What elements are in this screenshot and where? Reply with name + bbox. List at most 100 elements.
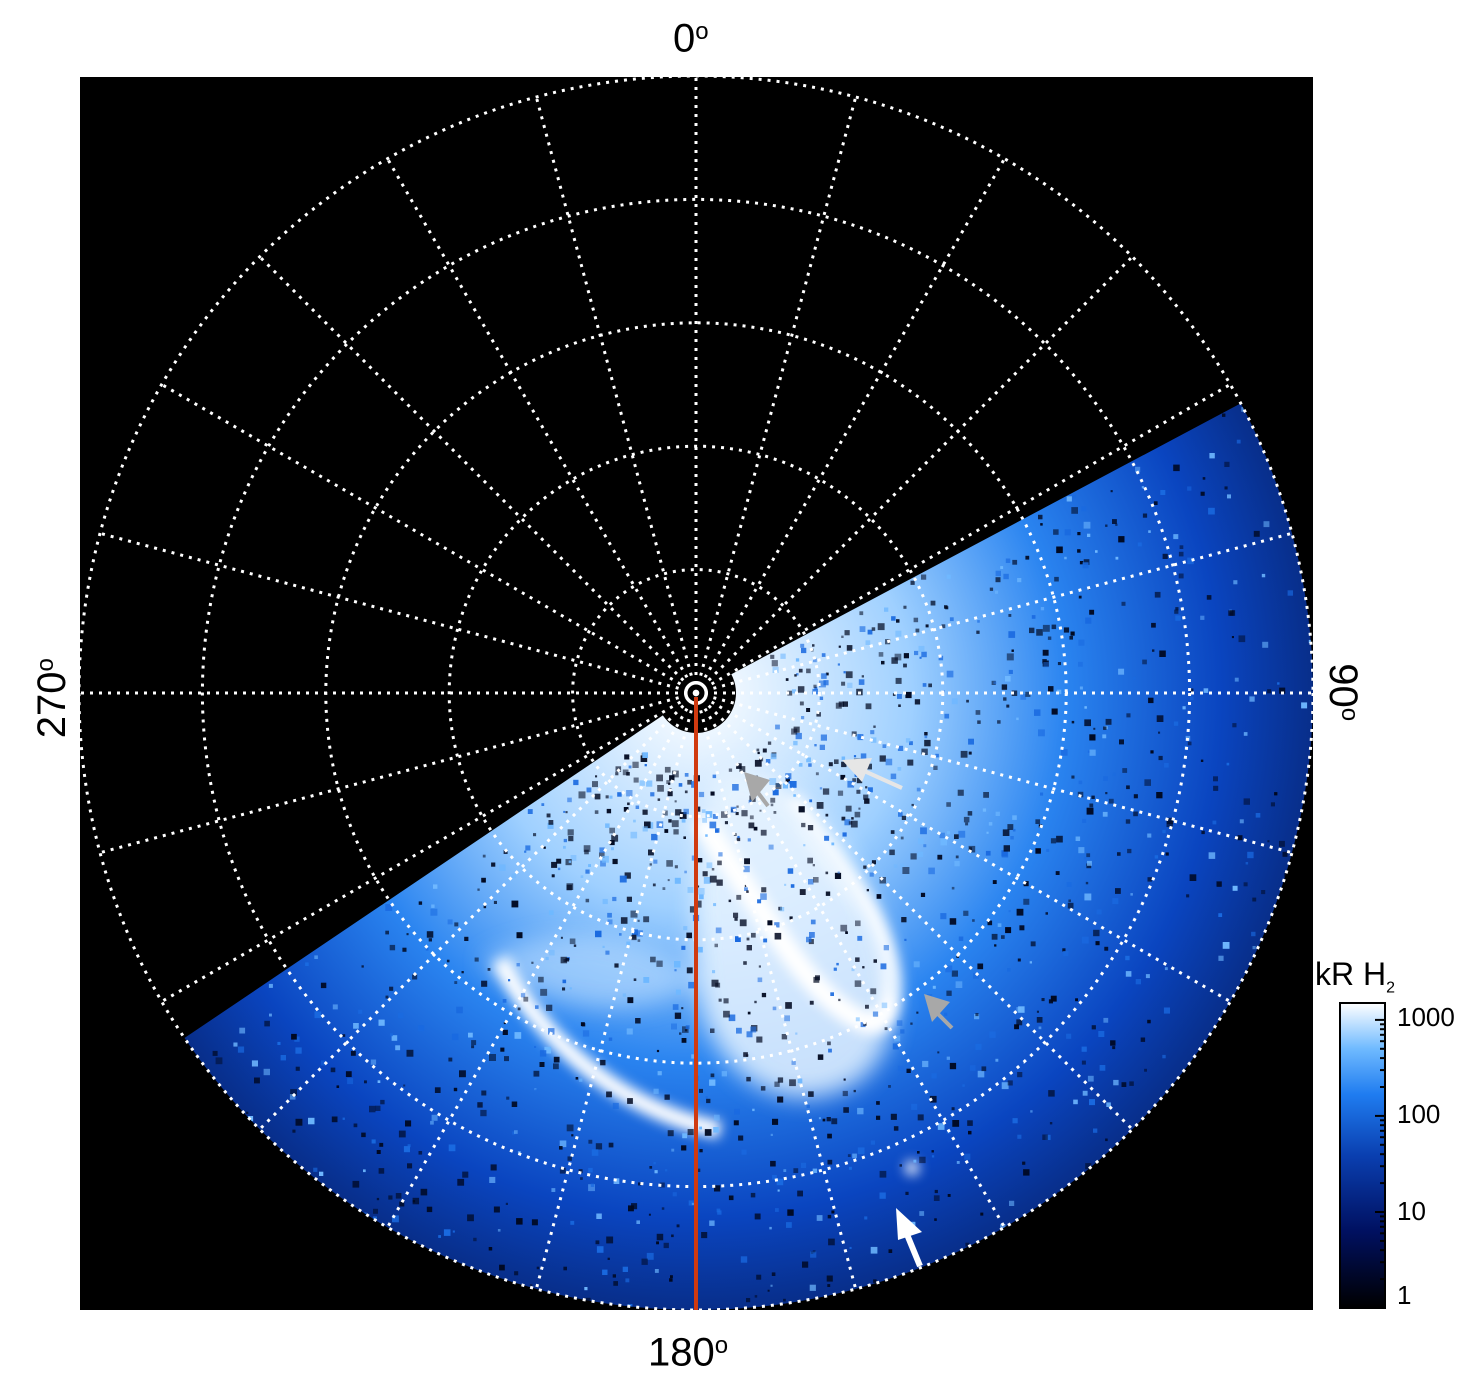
noise-speck: [791, 728, 798, 735]
noise-speck: [644, 821, 651, 829]
noise-speck: [1142, 659, 1147, 665]
noise-speck: [940, 913, 947, 920]
noise-speck: [464, 936, 469, 941]
noise-speck: [1084, 706, 1087, 709]
noise-speck: [1087, 860, 1092, 866]
noise-speck: [578, 1169, 583, 1174]
noise-speck: [881, 1002, 888, 1009]
noise-speck: [946, 670, 954, 678]
noise-speck: [757, 751, 760, 755]
noise-speck: [1081, 1046, 1087, 1052]
noise-speck: [910, 1022, 913, 1025]
axis-label-top: 0o: [673, 16, 709, 61]
noise-speck: [772, 1174, 777, 1180]
noise-speck: [986, 831, 989, 834]
noise-speck: [546, 1004, 553, 1011]
noise-speck: [527, 809, 533, 814]
noise-speck: [1102, 734, 1107, 739]
noise-speck: [917, 1151, 920, 1154]
colorbar-tick-label: 1: [1397, 1280, 1412, 1310]
noise-speck: [1118, 668, 1125, 675]
noise-speck: [1165, 852, 1169, 856]
noise-speck: [843, 1078, 846, 1081]
noise-speck: [1144, 1068, 1147, 1072]
noise-speck: [870, 1246, 878, 1254]
noise-speck: [452, 1230, 455, 1233]
grid-meridian: [386, 692, 698, 1229]
noise-speck: [1003, 845, 1010, 852]
noise-speck: [1125, 955, 1130, 961]
noise-speck: [1201, 830, 1205, 835]
noise-speck: [851, 968, 855, 972]
noise-speck: [670, 1275, 673, 1279]
noise-speck: [395, 1193, 402, 1199]
noise-speck: [855, 920, 861, 927]
noise-speck: [459, 1070, 466, 1078]
noise-speck: [1002, 829, 1010, 836]
noise-speck: [761, 887, 767, 893]
noise-speck: [1007, 968, 1011, 972]
noise-speck: [1133, 811, 1138, 817]
noise-speck: [679, 1032, 682, 1035]
noise-speck: [968, 751, 972, 755]
noise-speck: [864, 1216, 868, 1220]
noise-speck: [277, 1041, 281, 1045]
noise-speck: [1106, 1102, 1111, 1107]
noise-speck: [746, 1076, 751, 1082]
noise-speck: [852, 778, 856, 782]
noise-speck: [842, 832, 847, 837]
noise-speck: [718, 998, 722, 1002]
noise-speck: [1150, 750, 1154, 754]
noise-speck: [697, 885, 700, 888]
grid-meridian: [534, 96, 698, 694]
noise-speck: [715, 1322, 718, 1325]
noise-speck: [605, 823, 610, 828]
noise-speck: [987, 920, 993, 926]
noise-speck: [385, 995, 389, 999]
noise-speck: [900, 863, 904, 868]
noise-speck: [1077, 549, 1081, 553]
noise-speck: [939, 832, 945, 839]
noise-speck: [418, 1151, 423, 1155]
noise-speck: [1048, 999, 1053, 1004]
noise-speck: [607, 919, 613, 925]
noise-speck: [1115, 523, 1118, 526]
noise-speck: [697, 858, 703, 863]
grid-meridian: [694, 692, 1006, 1229]
noise-speck: [461, 971, 464, 974]
noise-speck: [1025, 691, 1031, 697]
noise-speck: [849, 1246, 852, 1249]
noise-speck: [790, 884, 795, 888]
noise-speck: [1236, 439, 1241, 444]
noise-speck: [808, 763, 812, 767]
noise-speck: [1159, 650, 1166, 657]
noise-speck: [643, 916, 650, 923]
noise-speck: [746, 1054, 749, 1057]
noise-speck: [924, 735, 928, 739]
noise-speck: [802, 1261, 809, 1268]
noise-speck: [1086, 807, 1094, 815]
noise-speck: [417, 1025, 424, 1032]
noise-speck: [633, 777, 639, 783]
grid-meridian: [694, 157, 1006, 694]
noise-speck: [667, 791, 673, 797]
noise-speck: [482, 854, 486, 858]
noise-speck: [1270, 802, 1275, 807]
noise-speck: [976, 630, 980, 634]
noise-speck: [1151, 622, 1156, 628]
noise-speck: [607, 1257, 610, 1260]
noise-speck: [800, 1162, 807, 1168]
noise-speck: [548, 820, 554, 825]
noise-speck: [757, 977, 763, 983]
noise-speck: [858, 807, 861, 810]
noise-speck: [563, 810, 566, 813]
axis-label-left: 270o: [30, 658, 75, 739]
noise-speck: [831, 842, 835, 846]
noise-speck: [758, 965, 761, 968]
noise-speck: [813, 877, 819, 883]
noise-speck: [825, 871, 829, 875]
noise-speck: [860, 753, 867, 759]
noise-speck: [264, 1020, 270, 1027]
noise-speck: [477, 888, 480, 891]
noise-speck: [599, 852, 605, 858]
